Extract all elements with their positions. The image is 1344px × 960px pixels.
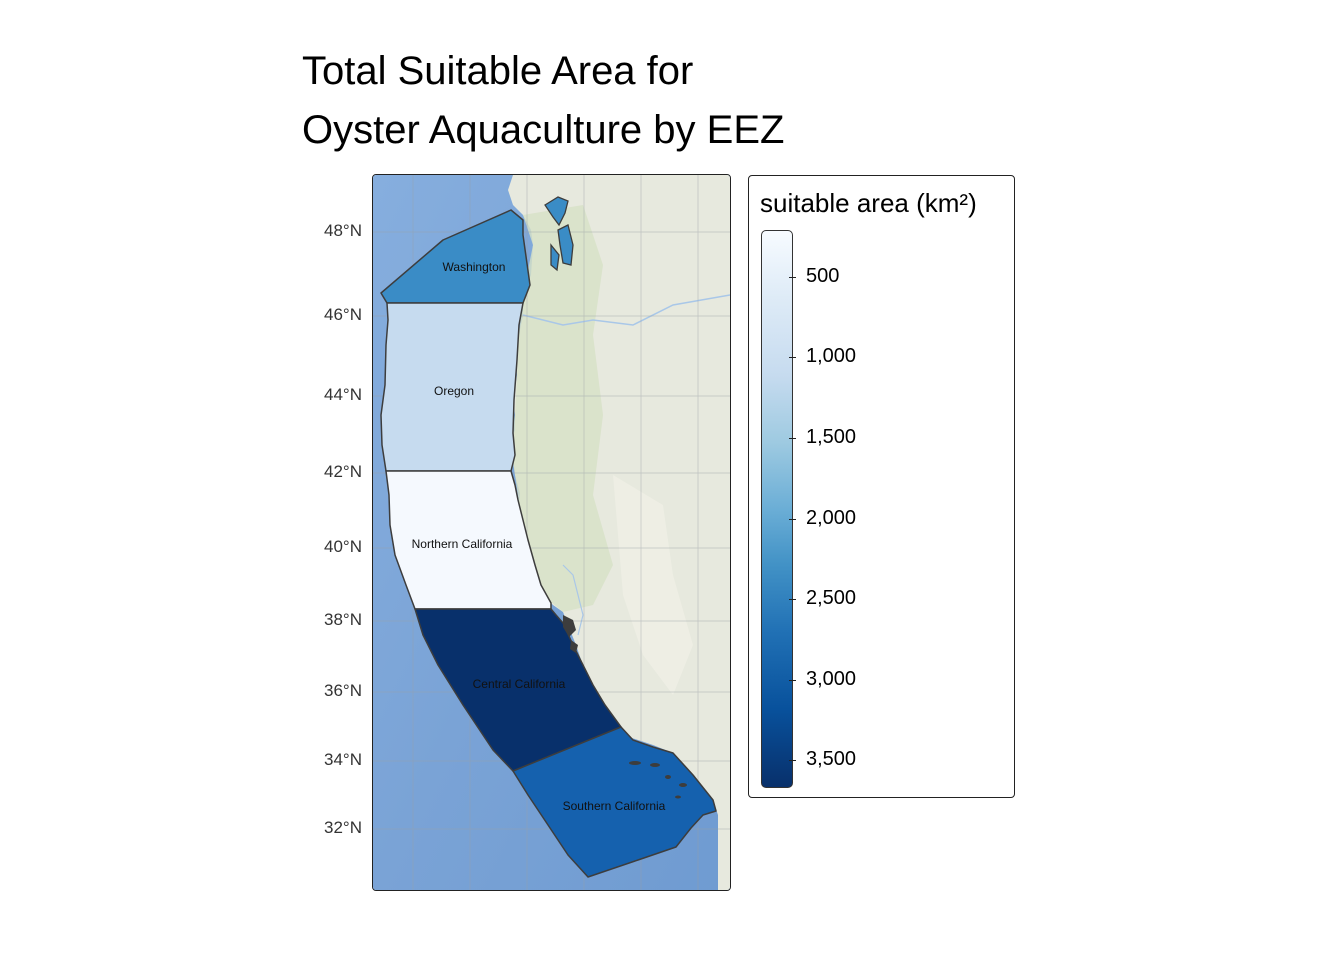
legend-tick-label-3500: 3,500 xyxy=(806,748,857,770)
lat-label-34n: 34°N xyxy=(324,750,362,769)
map-canvas: Washington Oregon Northern California Ce… xyxy=(373,175,730,890)
legend-tick-label-1000: 1,000 xyxy=(806,345,857,367)
legend-tick-label-2500: 2,500 xyxy=(806,587,857,609)
legend: suitable area (km²) 500 1,000 1,500 2,00… xyxy=(748,175,1015,798)
lat-label-48n: 48°N xyxy=(324,221,362,240)
lat-label-42n: 42°N xyxy=(324,462,362,481)
legend-tick-label-3000: 3,000 xyxy=(806,668,857,690)
legend-tick-3500 xyxy=(789,760,796,761)
legend-tick-label-500: 500 xyxy=(806,265,840,287)
sf-bay xyxy=(563,615,578,653)
legend-title: suitable area (km²) xyxy=(760,188,977,218)
legend-tick-500 xyxy=(789,277,796,278)
lat-label-46n: 46°N xyxy=(324,305,362,324)
legend-tick-2500 xyxy=(789,599,796,600)
river-sacramento xyxy=(562,564,584,636)
river-columbia xyxy=(522,294,730,326)
label-southern-california: Southern California xyxy=(563,799,666,813)
legend-colorbar xyxy=(761,230,793,788)
forest-shading xyxy=(510,205,613,612)
region-southern-california[interactable] xyxy=(512,726,717,878)
lat-label-36n: 36°N xyxy=(324,681,362,700)
region-central-california[interactable] xyxy=(414,608,622,772)
legend-tick-label-2000: 2,000 xyxy=(806,507,857,529)
puget-sound xyxy=(544,196,574,272)
map-title-line-2: Oyster Aquaculture by EEZ xyxy=(302,108,785,152)
legend-tick-2000 xyxy=(789,519,796,520)
label-central-california: Central California xyxy=(473,677,566,691)
label-washington: Washington xyxy=(443,260,506,274)
valley-shading xyxy=(613,475,693,695)
region-northern-california[interactable] xyxy=(385,470,552,610)
map-title: Total Suitable Area for Oyster Aquacultu… xyxy=(302,42,784,160)
lat-label-32n: 32°N xyxy=(324,818,362,837)
lat-label-44n: 44°N xyxy=(324,385,362,404)
map-title-line-1: Total Suitable Area for xyxy=(302,49,694,93)
map-panel[interactable]: Washington Oregon Northern California Ce… xyxy=(372,174,731,891)
channel-islands xyxy=(629,761,687,799)
legend-tick-1500 xyxy=(789,438,796,439)
lat-label-40n: 40°N xyxy=(324,537,362,556)
label-northern-california: Northern California xyxy=(412,537,513,551)
legend-tick-3000 xyxy=(789,680,796,681)
legend-tick-label-1500: 1,500 xyxy=(806,426,857,448)
legend-tick-1000 xyxy=(789,357,796,358)
lat-label-38n: 38°N xyxy=(324,610,362,629)
label-oregon: Oregon xyxy=(434,384,474,398)
